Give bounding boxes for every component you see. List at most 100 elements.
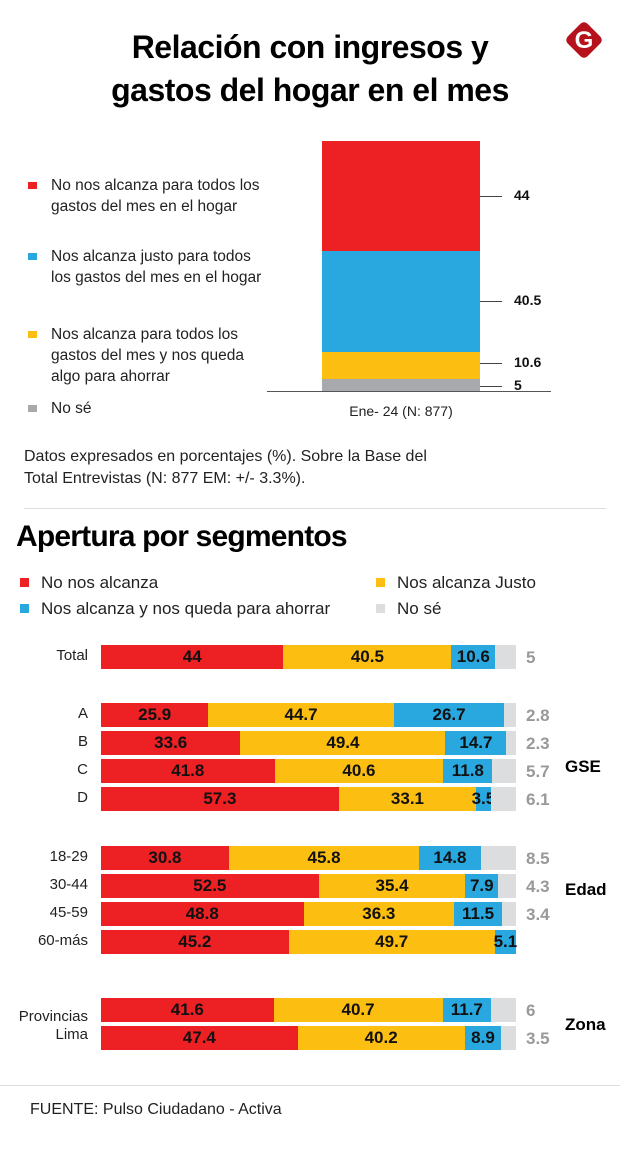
value-label: 5 [514, 376, 522, 393]
segment-no-se [498, 874, 516, 898]
segment-no-alcanza: 25.9 [101, 703, 209, 727]
segment-ahorrar: 7.9 [465, 874, 499, 898]
stacked-bar: 48.8 36.3 11.5 [101, 902, 516, 926]
segment-no-se [495, 645, 516, 669]
legend-swatch-yellow [28, 331, 37, 338]
legend-label: No nos alcanza [41, 573, 159, 592]
segment-ahorrar: 10.6 [451, 645, 496, 669]
stacked-bar: 33.6 49.4 14.7 [101, 731, 516, 755]
row-label: Total [56, 647, 88, 664]
segment-no-se [480, 846, 516, 870]
segment-ahorrar: 14.7 [445, 731, 507, 755]
segment-no-se [501, 1026, 516, 1050]
legend2-no-alcanza: No nos alcanza [20, 573, 158, 593]
note-line-2: Total Entrevistas (N: 877 EM: +/- 3.3%). [24, 470, 306, 487]
segment-no-se [504, 703, 516, 727]
segment-justo: 35.4 [318, 874, 466, 898]
stacked-bar: 30.8 45.8 14.8 [101, 846, 516, 870]
stacked-bar: 25.9 44.7 26.7 [101, 703, 516, 727]
section-divider [24, 508, 606, 509]
value-leader-line [480, 301, 502, 303]
legend-swatch-blue [20, 604, 29, 613]
legend-label: Nos alcanza Justo [397, 573, 536, 592]
value-label: 10.6 [514, 354, 542, 371]
value-label: 40.5 [514, 292, 542, 309]
stacked-bar: 57.3 33.1 3.5 [101, 787, 516, 811]
stacked-bar: 45.2 49.7 5.1 [101, 930, 517, 954]
value-leader-line [480, 195, 502, 197]
legend-swatch-gray [28, 405, 37, 412]
segment-ahorrar: 5.1 [494, 930, 517, 954]
no-se-value: 3.5 [526, 1029, 550, 1048]
no-se-value: 6 [526, 1001, 536, 1020]
segment-justo: 40.2 [297, 1026, 465, 1050]
segment-no-se [491, 998, 516, 1022]
segment-no-alcanza: 52.5 [101, 874, 319, 898]
legend2-justo: Nos alcanza Justo [376, 573, 536, 593]
group-label: Edad [565, 880, 607, 899]
segment-no-alcanza: 41.8 [101, 759, 275, 783]
segment-no-alcanza: 33.6 [101, 731, 241, 755]
x-category-label: Ene- 24 (N: 877) [349, 403, 453, 419]
legend-swatch-red [28, 182, 37, 189]
brand-logo: G [562, 18, 606, 62]
segment-justo: 49.7 [288, 930, 495, 954]
footer-divider [0, 1085, 620, 1086]
segment-no-alcanza: 45.2 [101, 930, 289, 954]
column-segment [322, 141, 480, 251]
segment-no-alcanza: 41.6 [101, 998, 274, 1022]
segment-no-se [492, 759, 516, 783]
no-se-value: 6.1 [526, 790, 550, 809]
segments-title: Apertura por segmentos [16, 520, 348, 553]
segment-justo: 33.1 [338, 787, 477, 811]
legend-label: Nos alcanza justo para todos los gastos … [51, 248, 262, 286]
segment-no-alcanza: 47.4 [101, 1026, 298, 1050]
segment-ahorrar: 11.7 [442, 998, 492, 1022]
title-line-1: Relación con ingresos y [131, 29, 489, 65]
column-segment [322, 250, 480, 353]
title-line-2: gastos del hogar en el mes [111, 72, 509, 108]
stacked-column-chart: 44 40.5 10.6 5 [0, 0, 620, 440]
row-label: B [77, 733, 88, 750]
value-leader-line [480, 363, 502, 365]
stacked-bar: 41.8 40.6 11.8 [101, 759, 516, 783]
segment-no-alcanza: 44 [101, 645, 284, 669]
no-se-value: 5.7 [526, 762, 550, 781]
row-label: C [77, 761, 88, 778]
legend-label: No sé [397, 599, 442, 618]
no-se-value: 5 [526, 648, 536, 667]
legend-label: Nos alcanza y nos queda para ahorrar [41, 599, 331, 618]
segment-no-se [501, 902, 516, 926]
column-segment [322, 352, 480, 379]
no-se-value: 2.3 [526, 734, 550, 753]
column-segment [322, 378, 480, 391]
segment-ahorrar: 8.9 [464, 1026, 502, 1050]
segment-justo: 40.6 [274, 759, 444, 783]
row-label: 45-59 [49, 904, 88, 921]
segment-ahorrar: 11.5 [454, 902, 502, 926]
baseline-axis [267, 391, 551, 392]
row-label: Lima [55, 1026, 88, 1043]
row-label: A [77, 705, 88, 722]
segment-justo: 45.8 [228, 846, 420, 870]
segment-justo: 40.7 [273, 998, 443, 1022]
logo-g-icon: G [566, 22, 602, 58]
chart-title: Relación con ingresos y gastos del hogar… [0, 26, 620, 112]
stacked-bar: 47.4 40.2 8.9 [101, 1026, 516, 1050]
legend-swatch-yellow [376, 578, 385, 587]
no-se-value: 3.4 [526, 905, 550, 924]
legend-label: No sé [51, 400, 92, 417]
row-label: 60-más [37, 932, 88, 949]
segment-ahorrar: 14.8 [419, 846, 481, 870]
segment-justo: 44.7 [208, 703, 394, 727]
segment-no-se [490, 787, 516, 811]
stacked-bar: 41.6 40.7 11.7 [101, 998, 516, 1022]
stacked-bar: 52.5 35.4 7.9 [101, 874, 516, 898]
legend-swatch-red [20, 578, 29, 587]
logo-letter: G [575, 27, 594, 54]
segment-justo: 40.5 [283, 645, 452, 669]
row-label: 18-29 [49, 848, 88, 865]
stacked-bar: 44 40.5 10.6 [101, 645, 516, 669]
segment-no-alcanza: 48.8 [101, 902, 304, 926]
